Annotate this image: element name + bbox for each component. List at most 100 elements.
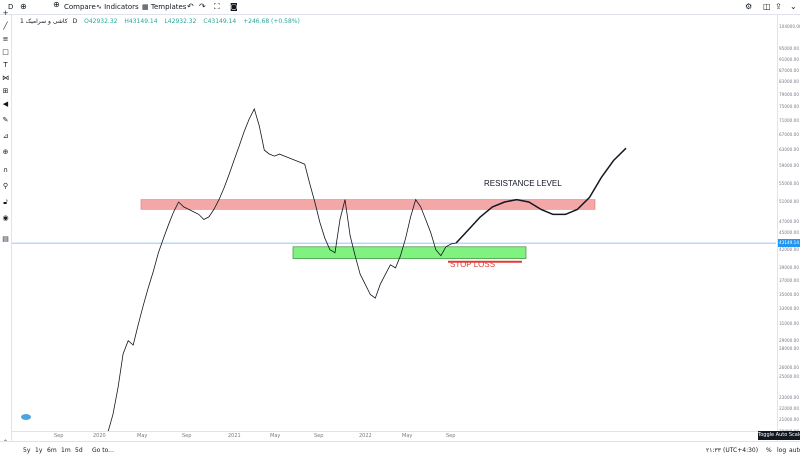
snapshot-icon[interactable]: ◫ <box>763 2 771 11</box>
close-value: C43149.14 <box>203 18 237 25</box>
back-arrow-icon[interactable]: ◀ <box>2 100 9 108</box>
trend-line-icon[interactable]: ╱ <box>3 22 8 30</box>
time-tick-label: 2020 <box>93 433 106 439</box>
plus-icon: ⊕ <box>20 2 27 11</box>
fullscreen-icon[interactable]: ⛶ <box>214 2 220 11</box>
zoom-icon[interactable]: ⊕ <box>2 148 9 156</box>
price-tick-label: 21000.00 <box>779 417 799 422</box>
time-tick-label: May <box>402 433 413 439</box>
price-chart[interactable]: RESISTANCE LEVEL STOP LOSS <box>12 15 776 442</box>
symbol-button[interactable]: D <box>8 3 14 11</box>
price-tick-label: 25000.00 <box>779 374 799 380</box>
text-icon[interactable]: T <box>3 61 8 69</box>
price-tick-label: 79000.00 <box>779 91 799 97</box>
rectangle-icon[interactable]: □ <box>2 48 9 56</box>
support-zone[interactable] <box>292 246 527 259</box>
price-tick-label: 91000.00 <box>779 56 799 62</box>
price-tick-label: 28000.00 <box>779 346 799 352</box>
range-5d[interactable]: 5d <box>75 447 83 454</box>
pencil-icon[interactable]: ✎ <box>2 116 9 124</box>
bottom-toolbar: 5y 1y 6m 1m 5d Go to... ۲۱:۳۳ (UTC+4:30)… <box>0 441 800 459</box>
percent-toggle[interactable]: % <box>766 447 772 454</box>
compare-icon: ⊕ <box>53 0 60 9</box>
open-value: O42932.32 <box>84 18 118 25</box>
camera-icon[interactable]: ◙ <box>230 2 238 11</box>
resistance-label[interactable]: RESISTANCE LEVEL <box>484 179 562 188</box>
templates-icon: ▦ <box>142 3 149 11</box>
crosshair-icon[interactable]: + <box>2 9 9 17</box>
trash-icon[interactable]: ▤ <box>2 235 9 243</box>
drawing-toolbar: + ╱ ≡ □ T ⋈ ⊞ ◀ ✎ ⊿ ⊕ ∩ ⚲ 🔓︎ ◉ ▤ ◈ <box>0 9 12 455</box>
undo-icon[interactable]: ↶ <box>187 2 194 11</box>
redo-icon[interactable]: ↷ <box>199 2 206 11</box>
price-tick-label: 23000.00 <box>779 394 799 400</box>
lock-icon[interactable]: 🔓︎ <box>3 198 8 206</box>
toggle-auto-scale-tooltip: Toggle Auto Scale <box>758 431 800 440</box>
price-series-line <box>107 107 457 433</box>
interval-label[interactable]: 1D <box>20 18 78 25</box>
high-value: H43149.14 <box>124 18 158 25</box>
horizontal-lines-icon[interactable]: ≡ <box>2 35 9 43</box>
range-5y[interactable]: 5y <box>23 447 31 454</box>
resistance-zone[interactable] <box>140 199 596 210</box>
price-tick-label: 29000.00 <box>779 337 799 343</box>
clock-time: ۲۱:۳۳ <box>706 447 721 454</box>
range-1m[interactable]: 1m <box>61 447 71 454</box>
stop-loss-label[interactable]: STOP LOSS <box>450 260 495 269</box>
prediction-icon[interactable]: ⊞ <box>2 87 9 95</box>
price-tick-label: 31000.00 <box>779 321 799 327</box>
price-tick-label: 87000.00 <box>779 67 799 73</box>
time-tick-label: Sep <box>182 433 192 439</box>
pattern-icon[interactable]: ⋈ <box>2 74 9 82</box>
price-tick-label: 75000.00 <box>779 104 799 110</box>
range-6m[interactable]: 6m <box>47 447 57 454</box>
price-tick-label: 104000.00 <box>779 24 800 29</box>
price-tick-label: 55000.00 <box>779 180 799 186</box>
price-tick-label: 45000.00 <box>779 229 799 235</box>
gear-icon[interactable]: ⚙ <box>745 2 753 11</box>
price-tick-label: 22000.00 <box>779 405 799 411</box>
time-tick-label: May <box>137 433 148 439</box>
price-tick-label: 63000.00 <box>779 147 799 153</box>
indicators-button[interactable]: ∿ Indicators <box>96 0 139 14</box>
log-toggle[interactable]: log <box>777 447 787 454</box>
ruler-icon[interactable]: ⊿ <box>2 132 9 140</box>
compare-button[interactable]: ⊕ Compare <box>53 0 96 14</box>
symbol-name[interactable]: کاشی و سرامیک <box>25 18 68 25</box>
time-axis[interactable]: Sep 2020 May Sep 2021 May Sep 2022 May Sep <box>12 431 777 441</box>
eye-icon[interactable]: ◉ <box>2 214 9 222</box>
projection-curve[interactable] <box>455 147 627 244</box>
timezone-button[interactable]: (UTC+4:30) <box>723 447 759 454</box>
time-tick-label: Sep <box>54 433 64 439</box>
price-axis[interactable]: 104000.00 95000.00 91000.00 87000.00 83000.0… <box>777 15 800 442</box>
compare-label: Compare <box>64 3 96 11</box>
price-tick-label: 39000.00 <box>779 264 799 270</box>
price-tick-label: 35000.00 <box>779 291 799 297</box>
cloud-icon[interactable] <box>21 414 31 420</box>
current-price-label: 43149.14 <box>778 239 800 248</box>
price-tick-label: 47000.00 <box>779 219 799 225</box>
price-tick-label: 95000.00 <box>779 46 799 52</box>
more-icon[interactable]: ⌄ <box>790 2 797 11</box>
price-tick-label: 59000.00 <box>779 163 799 169</box>
indicators-label: Indicators <box>104 3 139 11</box>
templates-button[interactable]: ▦ Templates <box>142 0 186 14</box>
magnet-icon[interactable]: ∩ <box>2 166 9 174</box>
change-value: +246.68 (+0.58%) <box>243 18 300 25</box>
time-tick-label: Sep <box>446 433 456 439</box>
range-1y[interactable]: 1y <box>35 447 43 454</box>
templates-label: Templates <box>150 3 187 11</box>
price-tick-label: 26000.00 <box>779 364 799 370</box>
price-tick-label: 42000.00 <box>779 246 799 252</box>
time-tick-label: May <box>270 433 281 439</box>
lock-drawings-icon[interactable]: ⚲ <box>2 182 9 190</box>
share-icon[interactable]: ⇪ <box>775 2 782 11</box>
symbol-legend: کاشی و سرامیک 1D O42932.32 H43149.14 L42… <box>20 17 305 27</box>
price-tick-label: 67000.00 <box>779 132 799 137</box>
goto-button[interactable]: Go to... <box>92 447 114 454</box>
auto-toggle[interactable]: auto <box>789 447 800 454</box>
price-tick-label: 71000.00 <box>779 117 799 123</box>
price-tick-label: 51000.00 <box>779 199 799 204</box>
price-tick-label: 33000.00 <box>779 306 799 311</box>
price-tick-label: 83000.00 <box>779 79 799 85</box>
